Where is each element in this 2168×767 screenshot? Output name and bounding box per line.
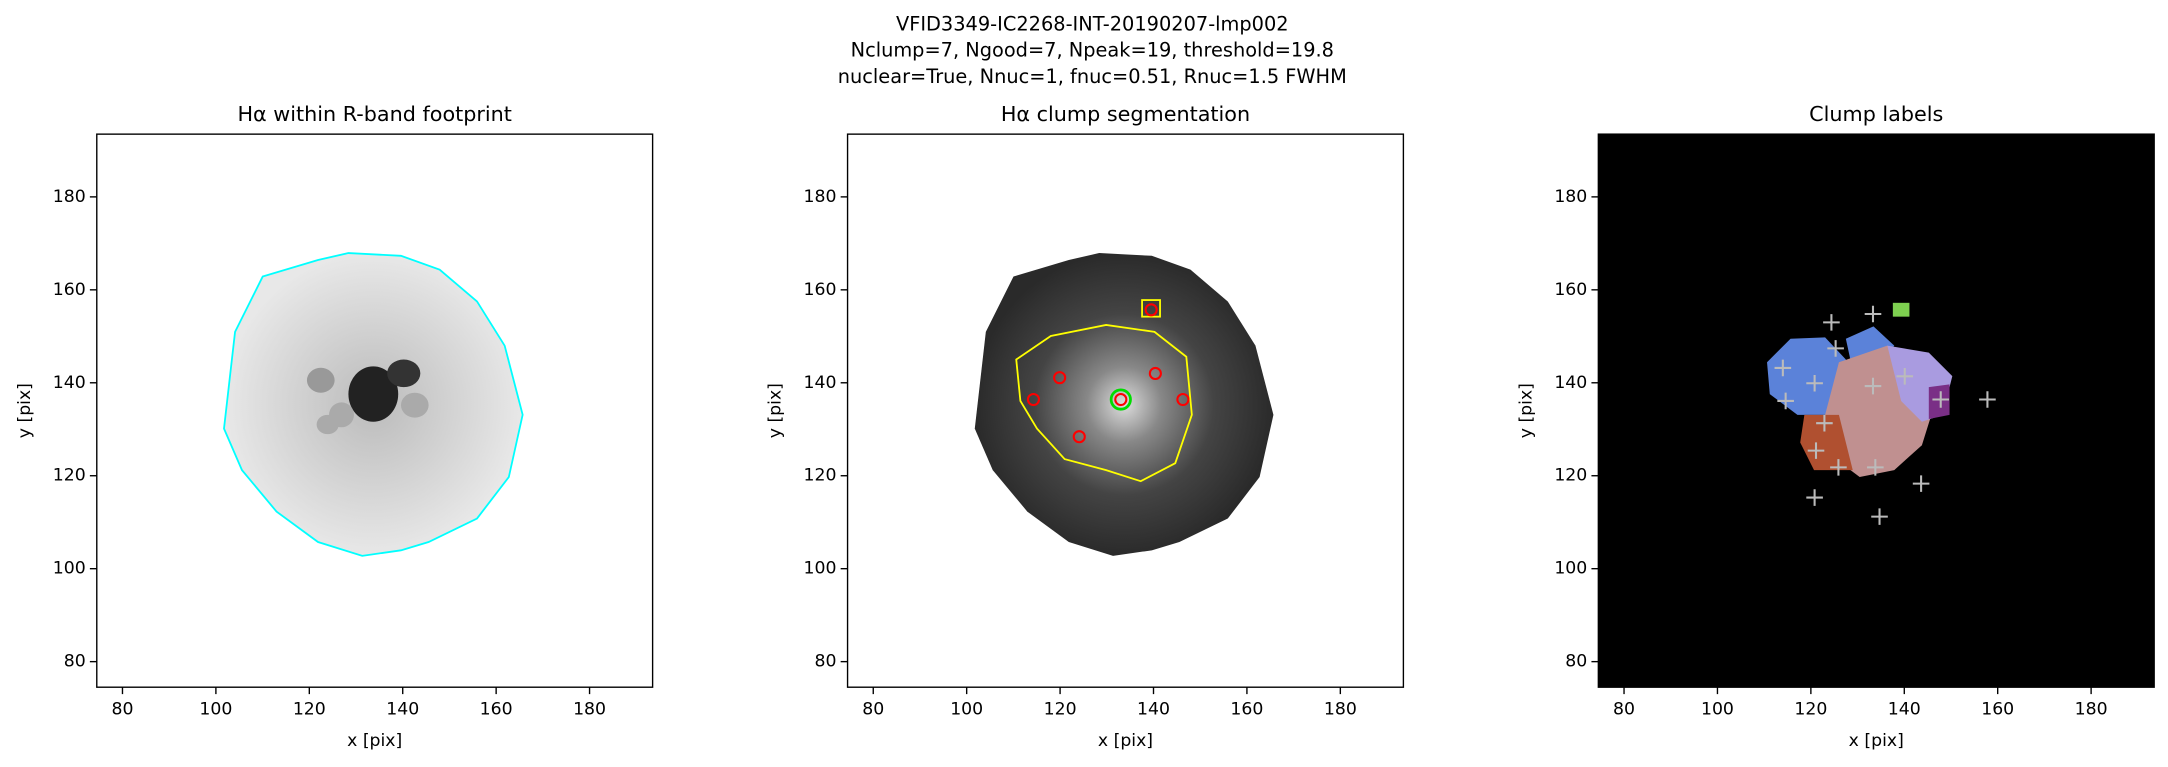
- x-tick-label: 140: [1137, 699, 1170, 719]
- y-tick-label: 80: [815, 652, 837, 672]
- clump-center: [1912, 475, 1930, 492]
- y-tick-label: 120: [804, 466, 837, 486]
- peak-marker: [1026, 392, 1041, 407]
- clump-center: [1864, 377, 1882, 395]
- clump-center: [1806, 374, 1823, 392]
- axes-frame: [96, 133, 654, 688]
- x-tick-label: 80: [862, 699, 884, 719]
- y-tick-label: 140: [804, 373, 837, 393]
- x-tick-label: 140: [386, 699, 419, 719]
- halpha-image: [223, 252, 524, 557]
- suptitle: nuclear=True, Nnuc=1, fnuc=0.51, Rnuc=1.…: [838, 65, 1347, 88]
- clump-center: [1777, 392, 1794, 410]
- x-axis-label: x [pix]: [1849, 731, 1904, 751]
- y-tick-label: 80: [64, 652, 86, 672]
- x-tick-label: 160: [1981, 699, 2014, 719]
- blob: [306, 367, 335, 393]
- clump-region: [1767, 337, 1846, 415]
- y-tick-label: 100: [1554, 559, 1587, 579]
- x-axis-label: x [pix]: [347, 731, 402, 751]
- x-tick-label: 100: [950, 699, 983, 719]
- clump-center: [1807, 442, 1825, 459]
- x-tick-label: 120: [293, 699, 326, 719]
- y-tick-label: 180: [804, 187, 837, 207]
- x-axis-label: x [pix]: [1098, 731, 1153, 751]
- axes-frame: [846, 133, 1405, 688]
- clump-center: [1823, 314, 1840, 331]
- y-tick-label: 120: [53, 466, 86, 486]
- peak-marker: [1176, 392, 1190, 407]
- x-tick-label: 140: [1888, 699, 1921, 719]
- axes-layer: Hα within R-band footprint x [pix] y [pix]…: [15, 102, 2155, 751]
- clump-center: [1896, 367, 1914, 385]
- clump-center: [1932, 391, 1950, 408]
- y-axis-label: y [pix]: [766, 383, 786, 438]
- clump-center: [1867, 459, 1884, 476]
- peak-marker: [1072, 430, 1086, 444]
- suptitle: Nclump=7, Ngood=7, Npeak=19, threshold=1…: [851, 39, 1334, 62]
- threshold-contour: [1141, 299, 1161, 318]
- clump-center: [1806, 489, 1823, 506]
- y-axis-label: y [pix]: [1516, 383, 1536, 438]
- clump-region: [1800, 414, 1853, 471]
- x-tick-label: 180: [573, 699, 606, 719]
- clump-center: [1827, 340, 1844, 357]
- clump-center: [1816, 414, 1833, 432]
- y-axis-label: y [pix]: [15, 383, 35, 438]
- x-tick-label: 100: [1701, 699, 1734, 719]
- y-tick-label: 140: [1554, 373, 1587, 393]
- x-tick-label: 160: [480, 699, 513, 719]
- clump-center: [1864, 305, 1882, 323]
- x-tick-label: 80: [111, 699, 133, 719]
- peak-marker: [1144, 303, 1158, 317]
- y-tick-label: 100: [53, 559, 86, 579]
- peak-marker: [1053, 371, 1067, 385]
- x-tick-label: 180: [1324, 699, 1357, 719]
- y-tick-label: 100: [804, 559, 837, 579]
- panel-title: Hα within R-band footprint: [237, 102, 511, 126]
- peak-marker: [1148, 366, 1162, 381]
- x-tick-label: 120: [1044, 699, 1077, 719]
- y-tick-label: 80: [1565, 652, 1587, 672]
- clump-center: [1979, 391, 1996, 408]
- y-tick-label: 160: [1554, 280, 1587, 300]
- clump-center: [1774, 359, 1792, 377]
- blob: [400, 392, 429, 418]
- y-tick-label: 180: [53, 187, 86, 207]
- x-tick-label: 180: [2075, 699, 2108, 719]
- x-tick-label: 120: [1794, 699, 1827, 719]
- blob: [316, 414, 339, 435]
- y-tick-label: 120: [1554, 466, 1587, 486]
- panel-title: Hα clump segmentation: [1001, 102, 1250, 126]
- threshold-contour: [1015, 324, 1193, 483]
- blob: [348, 366, 399, 422]
- x-tick-label: 100: [199, 699, 232, 719]
- peak-marker: [1114, 392, 1128, 407]
- clump-region: [1892, 302, 1910, 317]
- suptitle: VFID3349-IC2268-INT-20190207-lmp002: [896, 12, 1289, 35]
- y-tick-label: 140: [53, 373, 86, 393]
- label-image: [1767, 302, 1953, 478]
- x-tick-label: 160: [1230, 699, 1263, 719]
- x-tick-label: 80: [1613, 699, 1635, 719]
- clump-region: [1928, 384, 1950, 419]
- clump-center: [1871, 508, 1888, 525]
- nucleus-marker: [1109, 388, 1132, 411]
- panel-title: Clump labels: [1809, 102, 1943, 126]
- y-tick-label: 160: [53, 280, 86, 300]
- axes-frame: [1597, 133, 2155, 688]
- y-tick-label: 160: [804, 280, 837, 300]
- blob: [387, 359, 421, 388]
- clump-center: [1830, 459, 1847, 476]
- y-tick-label: 180: [1554, 187, 1587, 207]
